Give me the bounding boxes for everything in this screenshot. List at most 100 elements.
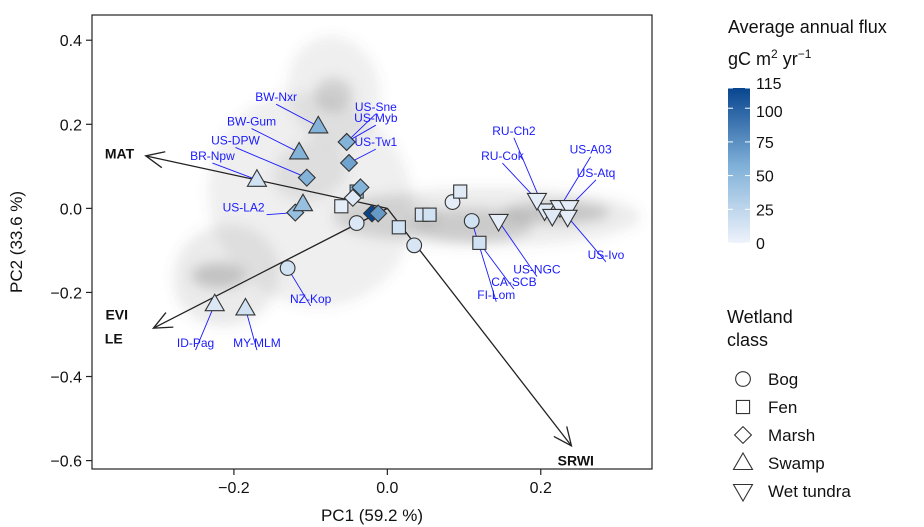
site-label-leader (195, 304, 216, 351)
y-axis-label: PC2 (33.6 %) (7, 191, 26, 293)
point-fen-7 (391, 220, 406, 235)
colorbar-title-line2: gC m2 yr−1 (728, 47, 812, 69)
loading-arrows: MAT EVI LE SRWI (105, 146, 594, 469)
site-label-bw-nxr: BW-Nxr (255, 90, 297, 104)
site-label-us-la2: US-LA2 (223, 201, 265, 215)
site-label-fi-lom: FI-Lom (477, 288, 515, 302)
colorbar-ticks: 0 25 50 75 100 115 (728, 76, 783, 253)
loading-arrow-evi (153, 207, 388, 329)
loading-label-mat: MAT (105, 146, 135, 162)
point-wet-tundra-us-atq (558, 200, 580, 219)
point-swamp-bw-gum (288, 141, 310, 160)
point-fen-ca-scb (472, 235, 487, 250)
site-label-leader (498, 220, 538, 277)
loading-arrowhead (553, 426, 573, 448)
y-tick-label: −0.4 (50, 370, 82, 387)
y-tick-label: −0.2 (50, 285, 82, 302)
legend-label-swamp: Swamp (768, 454, 825, 473)
point-swamp-br-npw (246, 168, 268, 187)
legend-label-bog: Bog (768, 370, 798, 389)
site-label-leader (212, 162, 258, 181)
y-tick-label: −0.6 (50, 454, 82, 471)
loading-label-srwi: SRWI (558, 453, 594, 469)
point-marsh-18 (343, 188, 362, 208)
site-label-leader (346, 113, 377, 143)
point-fen-9 (422, 207, 437, 222)
point-marsh-us-dpw (297, 168, 316, 187)
legend-label-marsh: Marsh (768, 426, 815, 445)
site-label-leader (251, 128, 300, 153)
x-tick-label: −0.2 (218, 480, 250, 497)
site-label-leader (275, 103, 319, 127)
point-fen-5 (334, 199, 349, 214)
x-axis-label: PC1 (59.2 %) (321, 506, 423, 525)
colorbar-tick-label: 75 (756, 135, 774, 152)
loading-arrowhead (151, 312, 174, 329)
legend-swamp-icon (732, 451, 754, 471)
colorbar-title-line1: Average annual flux (728, 17, 887, 37)
density-background (173, 36, 641, 327)
shape-legend-title-line1: Wetland (727, 307, 793, 327)
site-label-ru-cok: RU-Cok (481, 149, 525, 163)
loading-arrowhead (144, 151, 166, 169)
point-fen-10 (453, 184, 468, 199)
site-label-leader (559, 156, 592, 208)
site-label-us-a03: US-A03 (570, 143, 612, 157)
loading-label-evi: EVI (105, 307, 128, 323)
density-blob (191, 263, 246, 289)
point-marsh-20 (368, 204, 388, 223)
y-axis: 0.4 0.2 0.0 −0.2 −0.4 −0.6 (50, 33, 92, 471)
legend-wet-tundra-icon (732, 483, 754, 503)
site-label-us-atq: US-Atq (577, 166, 616, 180)
site-label-us-sne: US-Sne (355, 100, 397, 114)
legend-bog-icon (735, 371, 751, 387)
x-tick-label: 0.0 (376, 480, 398, 497)
site-label-leader (479, 242, 515, 290)
legend-label-wet-tundra: Wet tundra (768, 482, 851, 501)
site-label-us-ivo: US-Ivo (588, 248, 625, 262)
point-swamp-my-mlm (234, 297, 256, 316)
site-label-us-dpw: US-DPW (211, 133, 260, 147)
point-marsh-17 (351, 178, 370, 197)
legend-label-fen: Fen (768, 398, 797, 417)
x-tick-label: 0.2 (530, 480, 552, 497)
site-label-us-tw1: US-Tw1 (354, 135, 397, 149)
plot-border (91, 14, 653, 470)
point-swamp-id-pag (204, 293, 226, 312)
point-bog-nz-kop (279, 260, 296, 276)
colorbar-tick-label: 25 (756, 202, 774, 219)
site-label-leader (567, 216, 607, 263)
point-marsh-us-myb (337, 132, 356, 152)
point-bog-0 (348, 215, 365, 231)
colorbar-tick-label: 0 (756, 236, 765, 253)
point-wet-tundra-us-ngc (488, 213, 510, 233)
shape-legend-title-line2: class (727, 330, 768, 350)
loading-label-le: LE (105, 331, 123, 347)
point-swamp-bw-nxr (307, 115, 329, 134)
point-wet-tundra-33 (541, 208, 563, 228)
legend-marsh-icon (733, 425, 753, 445)
point-wet-tundra-us-ivo (557, 209, 579, 228)
y-tick-label: 0.2 (60, 117, 82, 134)
site-label-nz-kop: NZ-Kop (290, 292, 332, 306)
colorbar-tick-label: 50 (756, 169, 774, 186)
y-tick-label: 0.4 (60, 33, 82, 50)
y-tick-label: 0.0 (60, 201, 82, 218)
point-marsh-us-tw1 (339, 153, 359, 173)
colorbar-gradient (728, 88, 750, 243)
data-points (204, 115, 580, 316)
density-blob (314, 78, 353, 112)
legend-fen-icon (735, 399, 751, 415)
point-bog-fi-lom (463, 213, 480, 229)
shape-legend-items: Bog Fen Marsh Swamp Wet tundra (732, 370, 851, 503)
site-label-my-mlm: MY-MLM (233, 336, 281, 350)
site-label-leader (471, 220, 497, 302)
site-label-ca-scb: CA-SCB (491, 275, 536, 289)
site-label-br-npw: BR-Npw (190, 149, 235, 163)
site-label-leader (235, 147, 307, 179)
point-wet-tundra-ru-cok (526, 192, 548, 212)
point-bog-2 (406, 237, 423, 254)
point-swamp-24 (292, 193, 314, 212)
